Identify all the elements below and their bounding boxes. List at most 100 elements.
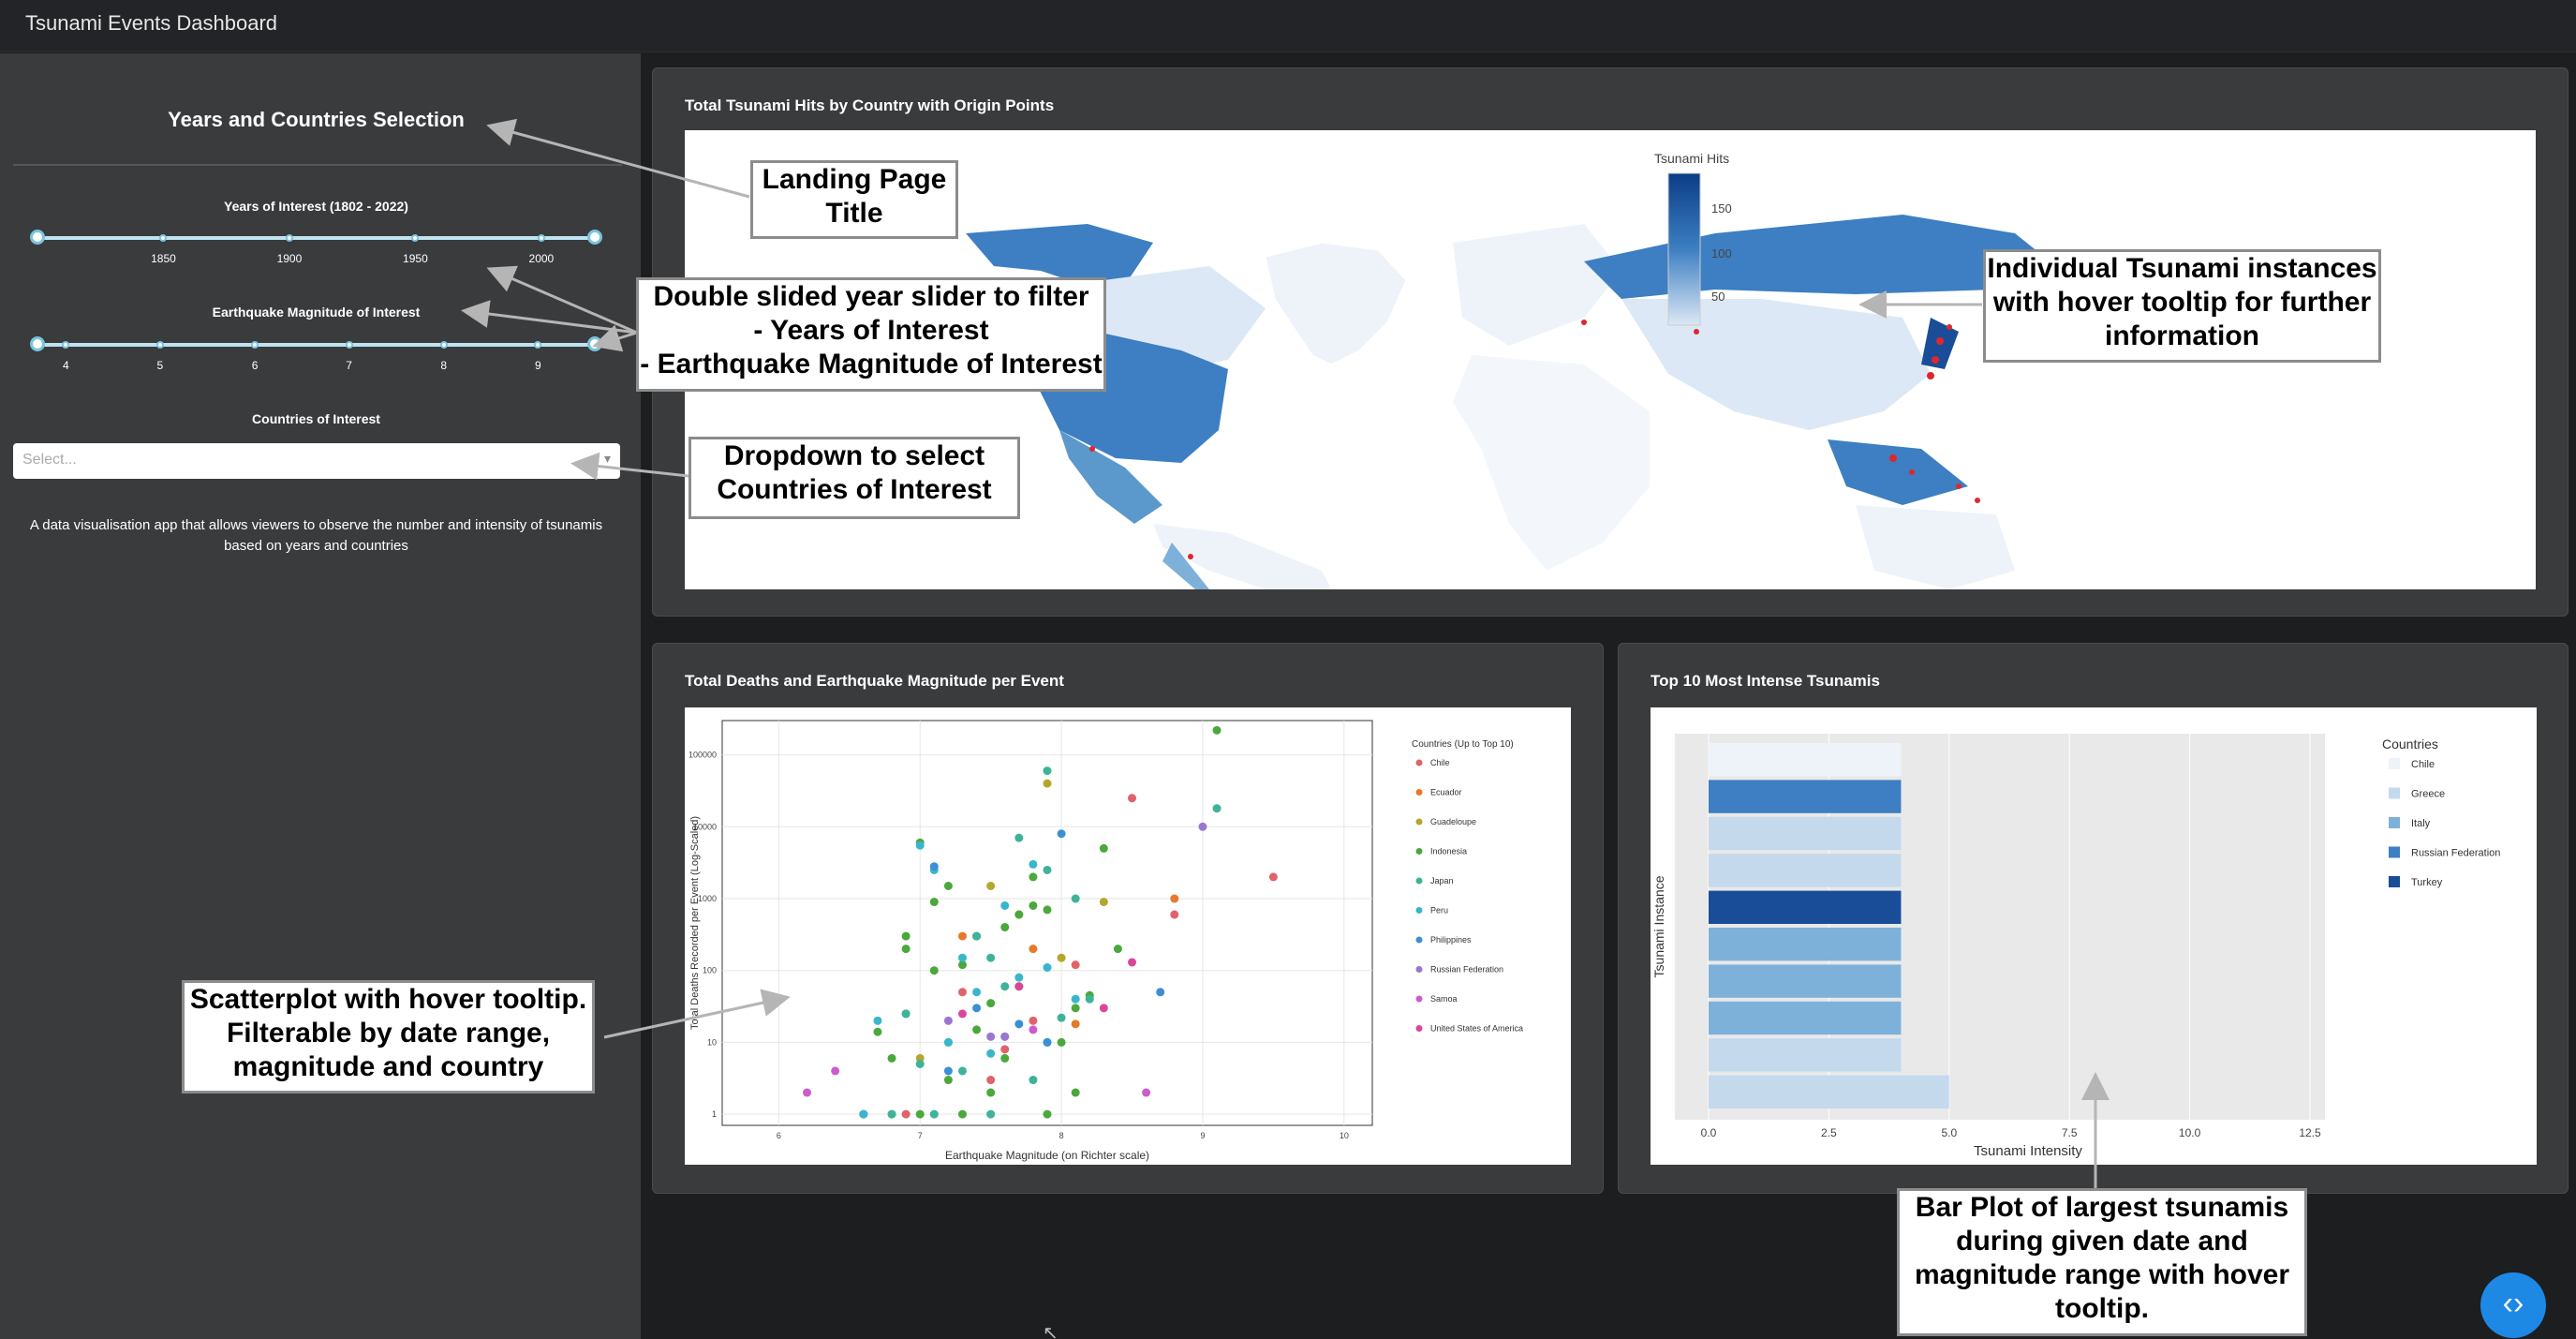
scatter-point	[1000, 982, 1010, 991]
origin-point[interactable]	[1936, 337, 1944, 345]
origin-point[interactable]	[1889, 454, 1897, 462]
scatter-point	[986, 1088, 996, 1097]
origin-point[interactable]	[1909, 469, 1915, 475]
years-slider-min-handle[interactable]	[30, 230, 45, 245]
scatter-point	[887, 1109, 896, 1119]
origin-point[interactable]	[1089, 446, 1095, 452]
bar-svg[interactable]: 0.0 2.5 5.0 7.5 10.0 12.5 Tsunami Intensity Tsu…	[1651, 707, 2537, 1165]
magnitude-slider-rail[interactable]	[37, 343, 595, 347]
magnitude-tick: 8	[440, 359, 448, 372]
scatter-point	[957, 953, 967, 962]
scatter-point	[986, 1032, 996, 1041]
years-label: Years of Interest (1802 - 2022)	[224, 199, 408, 214]
bar-legend-swatch	[2389, 758, 2400, 769]
scatter-point	[901, 1109, 910, 1119]
chevron-down-icon[interactable]: ▾	[603, 451, 611, 466]
bar	[1709, 964, 1902, 998]
scatter-plot[interactable]: 6 7 8 9 10 1 10 100 1000 10000 100000 Earthquake Ma…	[685, 707, 1571, 1165]
scatter-point	[1000, 1032, 1010, 1041]
scatter-point	[929, 862, 939, 871]
scatter-point	[957, 1009, 967, 1019]
app-description: A data visualisation app that allows vie…	[29, 517, 603, 554]
origin-point[interactable]	[1932, 356, 1939, 364]
origin-point[interactable]	[1581, 320, 1587, 325]
bar-x-tick: 5.0	[1941, 1126, 1957, 1139]
scatter-point	[972, 1004, 982, 1013]
app-title: Tsunami Events Dashboard	[25, 11, 278, 35]
years-slider-rail[interactable]	[37, 236, 595, 240]
scatter-point	[1156, 988, 1165, 997]
indonesia-region[interactable]	[1828, 439, 1968, 505]
arrow-scatter	[603, 989, 791, 1039]
countries-dropdown[interactable]: Select... ▾	[13, 443, 620, 479]
origin-point[interactable]	[1956, 484, 1962, 489]
callout-dropdown: Dropdown to select Countries of Interest	[688, 437, 1020, 519]
bar-x-tick: 0.0	[1701, 1126, 1717, 1139]
years-range-slider[interactable]: 1850 1900 1950 2000	[30, 224, 602, 265]
scatter-point	[887, 1053, 896, 1063]
scatter-point	[1113, 945, 1122, 954]
scatter-legend-title: Countries (Up to Top 10)	[1412, 739, 1514, 750]
russia-region[interactable]	[1584, 215, 2062, 299]
scatter-point	[1043, 1109, 1052, 1119]
scatter-point	[986, 1076, 996, 1085]
colorbar-tick: 50	[1711, 290, 1725, 304]
callout-scatter: Scatterplot with hover tooltip. Filterab…	[182, 980, 595, 1094]
scatter-point	[1099, 898, 1108, 907]
scatter-point	[929, 898, 939, 907]
origin-point[interactable]	[1947, 324, 1952, 330]
bar	[1709, 1001, 1902, 1035]
magnitude-tick: 5	[156, 359, 164, 372]
scatter-point	[1099, 843, 1108, 853]
years-slider-max-handle[interactable]	[587, 230, 602, 245]
scatter-legend-label: Samoa	[1430, 994, 1458, 1004]
scatter-legend-marker	[1415, 936, 1423, 944]
scatter-y-tick: 10	[707, 1037, 717, 1047]
years-slider-mark	[537, 234, 545, 242]
origin-point[interactable]	[1694, 329, 1699, 335]
magnitude-label: Earthquake Magnitude of Interest	[212, 305, 421, 320]
south-america-north-region[interactable]	[1153, 524, 1331, 589]
scatter-point	[915, 841, 925, 850]
europe-region[interactable]	[1453, 224, 1621, 346]
scatter-point	[1128, 958, 1137, 967]
scatter-point	[1000, 900, 1010, 910]
origin-point[interactable]	[1975, 498, 1980, 503]
mexico-region[interactable]	[1059, 430, 1162, 524]
scatter-point	[986, 1049, 996, 1058]
africa-region[interactable]	[1453, 355, 1650, 571]
scatter-point	[1000, 923, 1010, 932]
scatter-point	[1043, 1037, 1052, 1047]
scatter-svg[interactable]: 6 7 8 9 10 1 10 100 1000 10000 100000 Earthquake Ma…	[685, 707, 1571, 1165]
alaska-region[interactable]	[966, 224, 1153, 285]
origin-point[interactable]	[1188, 554, 1193, 559]
colorbar-title: Tsunami Hits	[1654, 151, 1729, 166]
countries-label: Countries of Interest	[252, 411, 380, 426]
scatter-legend-marker	[1415, 759, 1423, 766]
code-toggle-button[interactable]: ‹›	[2480, 1272, 2546, 1338]
origin-point[interactable]	[1927, 372, 1934, 379]
scatter-point	[957, 1109, 967, 1119]
scatter-legend-label: United States of America	[1430, 1024, 1523, 1034]
bar-legend-swatch	[2389, 846, 2400, 858]
australia-region[interactable]	[1856, 505, 2015, 589]
map-card-title: Total Tsunami Hits by Country with Origi…	[685, 97, 1055, 114]
scatter-point	[1043, 865, 1052, 874]
scatter-point	[1099, 1004, 1108, 1013]
bar-legend-swatch	[2389, 787, 2400, 799]
scatter-point	[1142, 1088, 1151, 1097]
scatter-y-tick: 1000	[698, 894, 717, 903]
scatter-card: Total Deaths and Earthquake Magnitude pe…	[652, 643, 1604, 1194]
magnitude-slider-min-handle[interactable]	[30, 336, 45, 351]
scatter-point	[957, 931, 967, 941]
greenland-region[interactable]	[1265, 242, 1407, 365]
tsunami-origin-points[interactable]	[1089, 320, 1980, 559]
scatter-point	[986, 881, 996, 890]
scatter-legend-marker	[1415, 966, 1423, 973]
bar-legend-label: Russian Federation	[2411, 848, 2500, 859]
bar-y-axis-label: Tsunami Instance	[1651, 875, 1666, 977]
peru-region[interactable]	[1162, 543, 1209, 589]
scatter-point	[1057, 1013, 1066, 1022]
